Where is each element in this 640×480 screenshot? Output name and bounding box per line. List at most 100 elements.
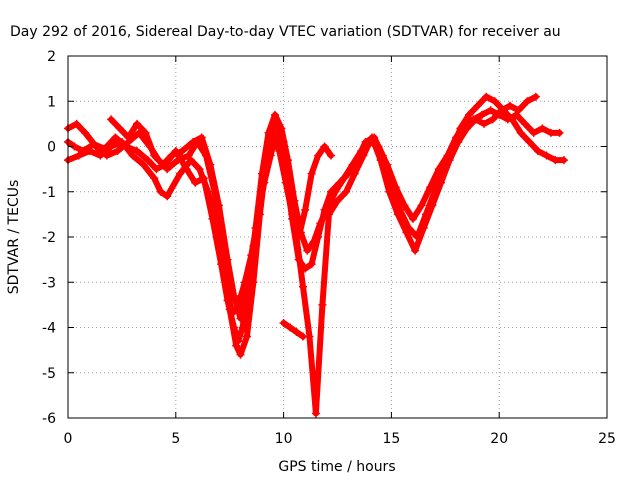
data-point-marker [417, 201, 426, 210]
data-point-marker [428, 201, 437, 210]
data-point-marker [546, 128, 555, 137]
data-point-marker [167, 151, 176, 160]
data-point-marker [486, 106, 495, 115]
series-band-1 [65, 93, 567, 358]
data-point-marker [299, 282, 308, 291]
data-point-marker [408, 214, 417, 223]
data-point-marker [189, 137, 198, 146]
data-point-marker [508, 115, 517, 124]
chart-title: Day 292 of 2016, Sidereal Day-to-day VTE… [10, 24, 561, 40]
data-point-marker [163, 192, 172, 201]
data-point-marker [525, 137, 534, 146]
y-tick-label: 1 [47, 94, 56, 110]
data-point-marker [96, 151, 105, 160]
data-point-marker [480, 119, 489, 128]
data-point-marker [236, 314, 245, 323]
data-point-marker [542, 151, 551, 160]
series-band-4 [280, 320, 306, 340]
data-point-marker [482, 92, 491, 101]
data-point-marker [236, 350, 245, 359]
data-point-marker [454, 137, 463, 146]
data-point-marker [436, 178, 445, 187]
data-point-marker [385, 187, 394, 196]
data-point-marker [255, 196, 264, 205]
data-point-marker [275, 147, 284, 156]
series-4-markers [279, 318, 308, 341]
series-group [64, 92, 568, 418]
data-point-marker [262, 160, 271, 169]
data-point-marker [523, 97, 532, 106]
data-point-marker [85, 147, 94, 156]
y-tick-label: -2 [42, 230, 56, 246]
data-point-marker [318, 300, 327, 309]
data-point-marker [333, 196, 342, 205]
data-point-marker [473, 101, 482, 110]
data-point-marker [141, 128, 150, 137]
data-point-marker [176, 169, 185, 178]
data-point-marker [529, 128, 538, 137]
data-point-marker [150, 151, 159, 160]
data-point-marker [376, 156, 385, 165]
data-point-marker [555, 128, 564, 137]
data-point-marker [232, 341, 241, 350]
series-band-3 [108, 116, 334, 322]
data-point-marker [223, 255, 232, 264]
data-point-marker [178, 147, 187, 156]
data-point-marker [505, 101, 514, 110]
data-point-marker [249, 242, 258, 251]
data-point-marker [294, 233, 303, 241]
data-point-marker [497, 106, 506, 115]
data-point-marker [214, 201, 223, 210]
data-point-marker [335, 178, 344, 187]
data-point-marker [72, 119, 81, 128]
data-point-marker [350, 169, 359, 178]
data-point-marker [521, 119, 530, 128]
data-point-marker [342, 187, 351, 196]
data-point-marker [393, 210, 402, 219]
data-point-marker [92, 142, 101, 151]
data-point-marker [402, 228, 411, 237]
data-point-marker [227, 309, 236, 318]
data-point-marker [324, 210, 333, 219]
data-point-marker [534, 147, 543, 156]
data-point-marker [465, 110, 474, 119]
data-point-marker [139, 160, 148, 169]
data-point-marker [286, 323, 295, 332]
data-point-marker [268, 133, 277, 142]
x-axis-label: GPS time / hours [278, 459, 395, 475]
data-point-marker [156, 187, 165, 196]
data-point-marker [314, 151, 323, 160]
data-point-marker [273, 124, 282, 133]
data-point-marker [107, 142, 116, 151]
series-3-markers [107, 115, 336, 323]
data-point-marker [477, 110, 486, 119]
data-point-marker [301, 205, 310, 214]
data-point-marker [490, 97, 499, 106]
data-point-marker [299, 332, 308, 341]
y-axis: -6 -5 -4 -3 -2 -1 0 1 2 [42, 49, 607, 427]
series-band-0 [65, 107, 563, 345]
data-point-marker [152, 165, 161, 174]
data-point-marker [115, 124, 124, 133]
data-point-marker [163, 165, 172, 174]
data-point-marker [307, 169, 316, 178]
x-tick-label: 0 [64, 431, 73, 447]
data-point-marker [551, 156, 560, 165]
series-band-2 [65, 93, 539, 417]
data-point-marker [314, 233, 323, 241]
data-point-marker [117, 137, 126, 146]
series-2-markers [64, 92, 540, 418]
grid [68, 56, 607, 418]
y-tick-label: -6 [42, 411, 56, 427]
data-point-marker [559, 156, 568, 165]
data-point-marker [81, 128, 90, 137]
data-point-marker [320, 142, 329, 151]
data-point-marker [206, 160, 215, 169]
data-point-marker [307, 260, 316, 269]
x-tick-label: 25 [598, 431, 616, 447]
x-axis: 0 5 10 15 20 25 [64, 56, 616, 447]
data-point-marker [113, 147, 122, 156]
y-tick-label: -3 [42, 275, 56, 291]
data-point-marker [268, 119, 277, 128]
